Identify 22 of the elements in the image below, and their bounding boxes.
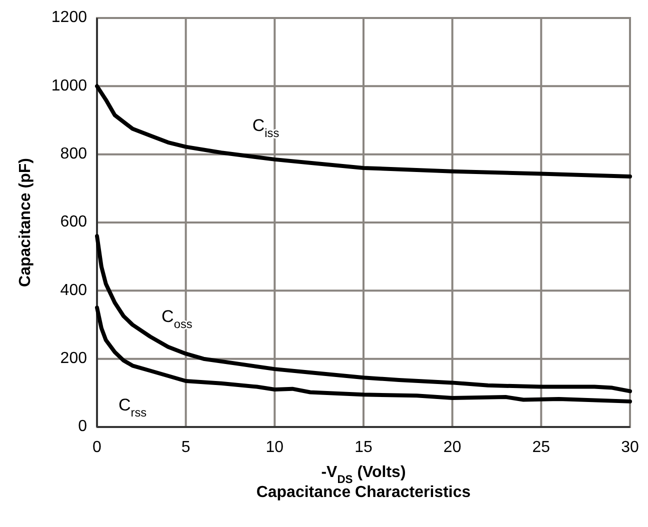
x-tick-label: 15 bbox=[354, 439, 372, 456]
text: Capacitance Characteristics bbox=[256, 484, 471, 501]
x-tick-label: 25 bbox=[532, 439, 550, 456]
y-tick-label: 1000 bbox=[51, 77, 88, 94]
y-axis-title: Capacitance (pF) bbox=[17, 158, 34, 287]
x-tick-label: 30 bbox=[621, 439, 639, 456]
x-tick-label: 5 bbox=[181, 439, 190, 456]
y-tick-label: 0 bbox=[78, 418, 88, 436]
x-tick-label: 10 bbox=[266, 439, 284, 456]
y-tick-label: 800 bbox=[60, 146, 88, 163]
line-series bbox=[95, 234, 632, 394]
x-tick-label: 0 bbox=[92, 439, 102, 456]
series-label: C$_{oss}$ bbox=[162, 307, 192, 332]
series-label: C$_{rss}$ bbox=[118, 396, 147, 420]
y-tick-label: 600 bbox=[60, 214, 88, 231]
line-series bbox=[95, 84, 632, 178]
series-label: C$_{iss}$ bbox=[252, 116, 280, 140]
x-axis-title: -V$_{DS}$ (Volts) bbox=[321, 464, 406, 486]
y-tick-label: 1200 bbox=[51, 9, 88, 26]
y-tick-label: 200 bbox=[60, 350, 88, 368]
x-tick-label: 20 bbox=[443, 439, 462, 456]
y-tick-label: 400 bbox=[60, 282, 88, 299]
